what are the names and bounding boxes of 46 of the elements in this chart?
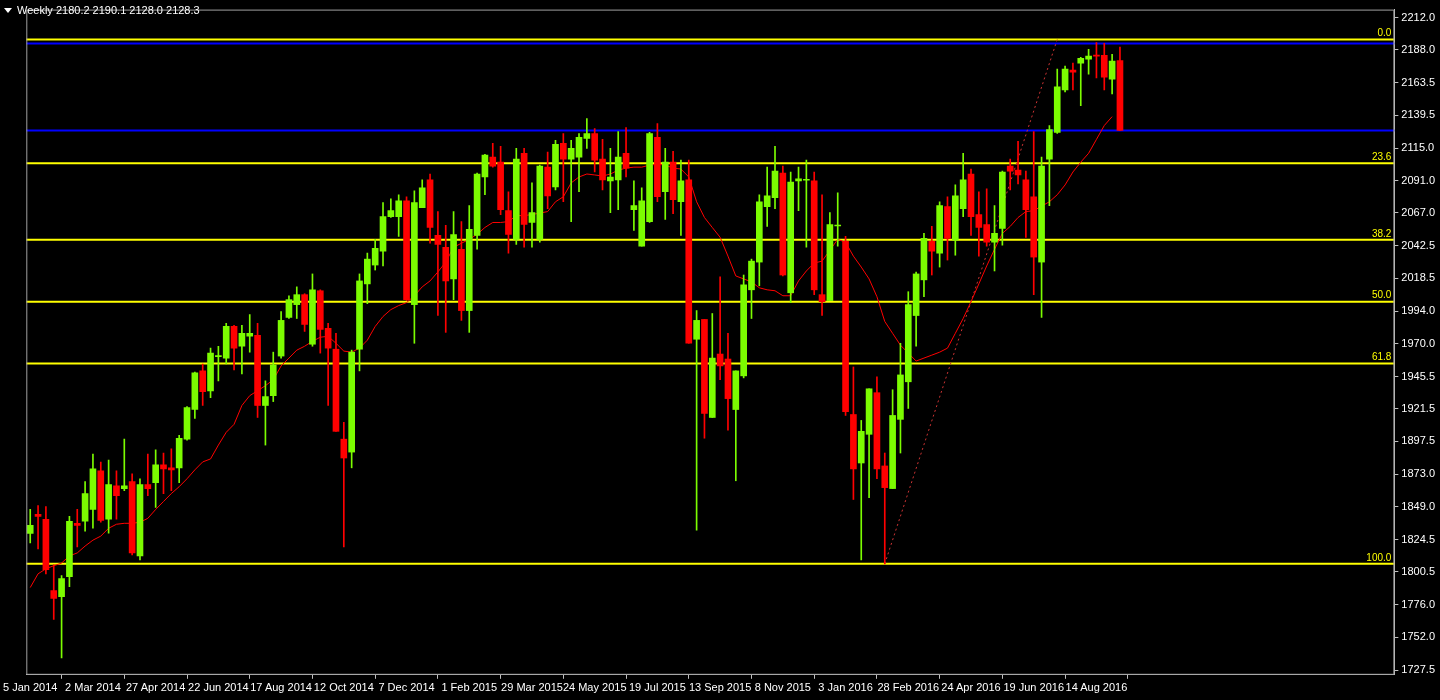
y-tick-label: 2091.0	[1401, 173, 1436, 186]
annotation: 0.0	[1377, 27, 1392, 39]
y-tick-label: 2042.5	[1401, 238, 1436, 251]
x-tick-label: 19 Jul 2015	[628, 681, 686, 694]
x-tick-label: 17 Aug 2014	[250, 681, 312, 694]
x-tick-label: 7 Dec 2014	[378, 681, 435, 694]
y-tick-label: 1873.0	[1401, 467, 1436, 480]
x-tick-label: 1 Feb 2015	[441, 681, 498, 694]
x-tick-label: 2 Mar 2014	[65, 681, 121, 694]
y-tick-label: 2212.0	[1401, 10, 1436, 23]
x-tick-label: 3 Jan 2016	[818, 681, 873, 694]
x-tick-label: 19 Jun 2016	[1003, 681, 1064, 694]
x-tick-label: 8 Nov 2015	[754, 681, 811, 694]
y-tick-label: 2115.0	[1401, 141, 1435, 154]
x-tick-label: 13 Sep 2015	[688, 681, 752, 694]
x-tick-label: 5 Jan 2014	[3, 681, 58, 694]
x-tick-label: 29 Mar 2015	[501, 681, 563, 694]
y-tick-label: 2163.5	[1401, 76, 1436, 89]
x-tick-label: 12 Oct 2014	[313, 681, 374, 694]
y-tick-label: 1994.0	[1401, 304, 1436, 317]
y-tick-label: 1727.5	[1401, 663, 1436, 676]
y-tick-label: 2139.5	[1401, 108, 1436, 121]
y-tick-label: 1849.0	[1401, 499, 1436, 512]
x-tick-label: 14 Aug 2016	[1065, 681, 1128, 694]
x-tick-label: 22 Jun 2014	[188, 681, 249, 694]
y-tick-label: 1945.5	[1401, 369, 1436, 382]
y-tick-label: 2067.0	[1401, 205, 1436, 218]
y-tick-label: 1776.0	[1401, 597, 1436, 610]
y-tick-label: 2188.0	[1401, 43, 1436, 56]
annotation: 38.2	[1371, 227, 1392, 239]
y-tick-label: 1824.5	[1401, 532, 1436, 545]
annotation: 61.8	[1371, 351, 1392, 363]
y-tick-label: 1800.5	[1401, 564, 1436, 577]
annotation: 50.0	[1371, 289, 1392, 301]
chart-title: Weekly 2180.2 2190.1 2128.0 2128.3	[17, 4, 200, 16]
x-tick-label: 24 May 2015	[562, 681, 627, 694]
annotation: 100.0	[1366, 551, 1392, 563]
y-tick-label: 1897.5	[1401, 434, 1436, 447]
y-tick-label: 1970.0	[1401, 336, 1436, 349]
annotation: 23.6	[1371, 150, 1392, 162]
y-tick-label: 1921.5	[1401, 401, 1436, 414]
x-tick-label: 24 Apr 2016	[941, 681, 1001, 694]
y-tick-label: 2018.5	[1401, 271, 1436, 284]
y-tick-label: 1752.0	[1401, 630, 1436, 643]
x-tick-label: 27 Apr 2014	[125, 681, 186, 694]
x-tick-label: 28 Feb 2016	[877, 681, 940, 694]
